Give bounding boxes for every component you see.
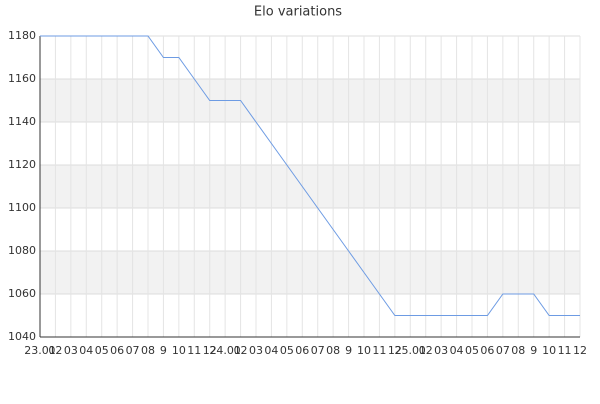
x-tick-label: 9 [345, 344, 352, 357]
x-tick-label: 02 [234, 344, 248, 357]
grid-band [40, 79, 580, 122]
x-tick-label: 02 [48, 344, 62, 357]
x-tick-label: 07 [496, 344, 510, 357]
x-tick-label: 03 [64, 344, 78, 357]
x-tick-label: 04 [264, 344, 278, 357]
x-tick-label: 10 [357, 344, 371, 357]
x-tick-label: 10 [172, 344, 186, 357]
y-tick-label: 1080 [8, 244, 36, 257]
x-tick-label: 05 [280, 344, 294, 357]
x-tick-label: 02 [419, 344, 433, 357]
x-tick-label: 12 [203, 344, 217, 357]
x-tick-label: 05 [95, 344, 109, 357]
y-tick-label: 1100 [8, 201, 36, 214]
chart-title: Elo variations [254, 5, 342, 20]
x-tick-label: 12 [573, 344, 587, 357]
x-tick-label: 9 [530, 344, 537, 357]
y-tick-label: 1060 [8, 287, 36, 300]
grid-band [40, 251, 580, 294]
x-tick-label: 25.01 [395, 344, 427, 357]
x-tick-label: 9 [160, 344, 167, 357]
x-tick-label: 03 [249, 344, 263, 357]
x-tick-label: 04 [79, 344, 93, 357]
line [40, 35, 580, 316]
x-tick-label: 06 [110, 344, 124, 357]
x-tick-label: 03 [434, 344, 448, 357]
x-tick-label: 06 [480, 344, 494, 357]
x-tick-label: 11 [187, 344, 201, 357]
y-tick-label: 1040 [8, 330, 36, 343]
x-tick-label: 07 [126, 344, 140, 357]
x-tick-label: 12 [388, 344, 402, 357]
x-tick-label: 23.01 [24, 344, 56, 357]
x-tick-label: 05 [465, 344, 479, 357]
y-tick-label: 1140 [8, 115, 36, 128]
grid-band [40, 165, 580, 208]
x-tick-label: 08 [511, 344, 525, 357]
x-tick-label: 06 [295, 344, 309, 357]
x-tick-label: 07 [311, 344, 325, 357]
x-tick-label: 24.01 [209, 344, 241, 357]
x-tick-label: 10 [542, 344, 556, 357]
y-tick-label: 1120 [8, 158, 36, 171]
x-tick-label: 08 [141, 344, 155, 357]
y-tick-label: 1160 [8, 72, 36, 85]
x-tick-label: 11 [372, 344, 386, 357]
y-tick-label: 1180 [8, 29, 36, 42]
x-tick-label: 08 [326, 344, 340, 357]
x-tick-label: 04 [450, 344, 464, 357]
x-tick-label: 11 [558, 344, 572, 357]
